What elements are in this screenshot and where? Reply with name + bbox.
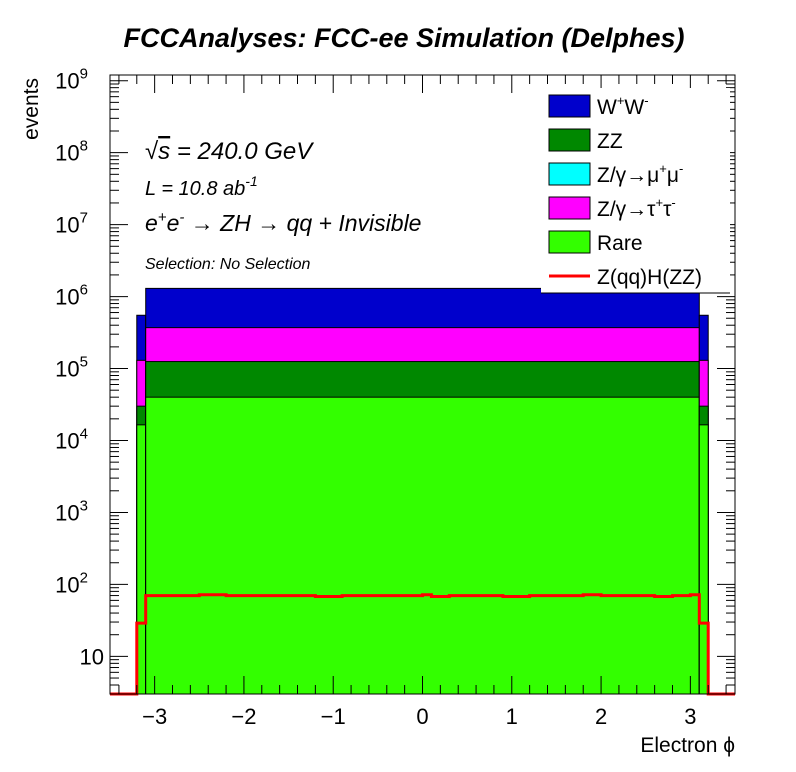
y-tick-label: 106 bbox=[55, 282, 88, 310]
y-tick-exponent: 2 bbox=[80, 569, 88, 586]
legend-background bbox=[541, 88, 730, 293]
legend-label-text: W bbox=[624, 96, 644, 119]
bar-rare-bin-2 bbox=[145, 396, 700, 695]
y-axis-label: events bbox=[20, 78, 43, 140]
legend-label-text: W bbox=[597, 96, 617, 119]
sqrt-s-annotation: √s = 240.0 GeV bbox=[145, 138, 314, 165]
legend-label-sup: - bbox=[679, 161, 683, 176]
sqrt-symbol: √ bbox=[145, 138, 159, 165]
y-tick-label: 107 bbox=[55, 210, 88, 238]
x-tick-label: −3 bbox=[142, 704, 167, 729]
y-tick-base: 10 bbox=[55, 141, 79, 166]
y-tick-base: 10 bbox=[55, 428, 79, 453]
y-tick-exponent: 4 bbox=[80, 425, 88, 442]
y-tick-base: 10 bbox=[55, 213, 79, 238]
sqrt-s-letter: s bbox=[158, 138, 170, 165]
process-rest: → ZH → qq + Invisible bbox=[184, 210, 421, 236]
y-tick-exponent: 9 bbox=[80, 66, 88, 83]
legend-label-zz: ZZ bbox=[597, 130, 623, 153]
y-tick-label: 105 bbox=[55, 354, 88, 382]
y-tick-base: 10 bbox=[55, 572, 79, 597]
legend-swatch-tautau bbox=[548, 196, 591, 220]
chart-title: FCCAnalyses: FCC-ee Simulation (Delphes) bbox=[123, 23, 684, 53]
y-tick-base: 10 bbox=[55, 357, 79, 382]
x-tick-label: −1 bbox=[321, 704, 346, 729]
legend-label-text: Z(qq)H(ZZ) bbox=[597, 266, 702, 289]
process-e1: e bbox=[145, 210, 158, 236]
process-e2: e bbox=[167, 210, 180, 236]
process-annotation: e+e- → ZH → qq + Invisible bbox=[145, 209, 421, 236]
y-tick-label: 103 bbox=[55, 497, 88, 525]
legend-label-sup: + bbox=[655, 195, 663, 210]
legend-swatch-ww bbox=[548, 94, 591, 118]
y-tick-base: 10 bbox=[55, 500, 79, 525]
legend-swatch-rare bbox=[548, 230, 591, 254]
y-tick-exponent: 5 bbox=[80, 354, 88, 371]
legend-label-sup: - bbox=[671, 195, 675, 210]
legend-swatch-mumu bbox=[548, 162, 591, 186]
y-tick-exponent: 3 bbox=[80, 497, 88, 514]
legend-label-signal: Z(qq)H(ZZ) bbox=[597, 266, 702, 289]
x-tick-label: 3 bbox=[684, 704, 696, 729]
lumi-annotation: L = 10.8 ab-1 bbox=[145, 173, 258, 200]
signal-line bbox=[110, 593, 735, 696]
legend-label-ww: W+W- bbox=[597, 93, 649, 119]
y-tick-label: 104 bbox=[55, 425, 88, 453]
sqrt-s-value: = 240.0 GeV bbox=[170, 138, 314, 165]
y-tick-exponent: 8 bbox=[80, 138, 88, 155]
legend-label-text: ZZ bbox=[597, 130, 623, 153]
legend-label-text: τ bbox=[663, 198, 672, 221]
selection-annotation: Selection: No Selection bbox=[145, 256, 311, 273]
legend-label-tautau: Z/γ→τ+τ- bbox=[597, 195, 676, 221]
legend-label-sup: - bbox=[644, 93, 648, 108]
legend-label-rare: Rare bbox=[597, 232, 643, 255]
x-tick-label: −2 bbox=[231, 704, 256, 729]
y-tick-base: 10 bbox=[55, 69, 79, 94]
legend-swatch-zz bbox=[548, 128, 591, 152]
y-tick-exponent: 7 bbox=[80, 210, 88, 227]
x-tick-label: 2 bbox=[595, 704, 607, 729]
legend-label-sup: + bbox=[659, 161, 667, 176]
process-e2-sup: - bbox=[179, 209, 184, 226]
histogram-stack bbox=[136, 287, 709, 695]
legend-label-text: Rare bbox=[597, 232, 643, 255]
legend-label-text: Z/γ→μ bbox=[597, 164, 659, 187]
legend-label-text: Z/γ→τ bbox=[597, 198, 656, 221]
y-tick-label: 10 bbox=[80, 644, 104, 669]
y-tick-label: 102 bbox=[55, 569, 88, 597]
y-tick-exponent: 6 bbox=[80, 282, 88, 299]
y-tick-base: 10 bbox=[55, 285, 79, 310]
lumi-value: L = 10.8 ab bbox=[145, 178, 245, 200]
y-tick-label: 108 bbox=[55, 138, 88, 166]
legend-label-sup: + bbox=[617, 93, 625, 108]
legend-label-mumu: Z/γ→μ+μ- bbox=[597, 161, 683, 187]
x-axis-label: Electron ϕ bbox=[640, 734, 735, 757]
legend-label-text: μ bbox=[667, 164, 679, 187]
y-tick-label: 109 bbox=[55, 66, 88, 94]
annotations: √s = 240.0 GeV L = 10.8 ab-1 e+e- → ZH →… bbox=[145, 138, 421, 273]
x-tick-label: 0 bbox=[416, 704, 428, 729]
lumi-exponent: -1 bbox=[245, 173, 257, 189]
x-tick-label: 1 bbox=[506, 704, 518, 729]
process-e1-sup: + bbox=[158, 209, 167, 226]
y-tick-base: 10 bbox=[80, 644, 104, 669]
